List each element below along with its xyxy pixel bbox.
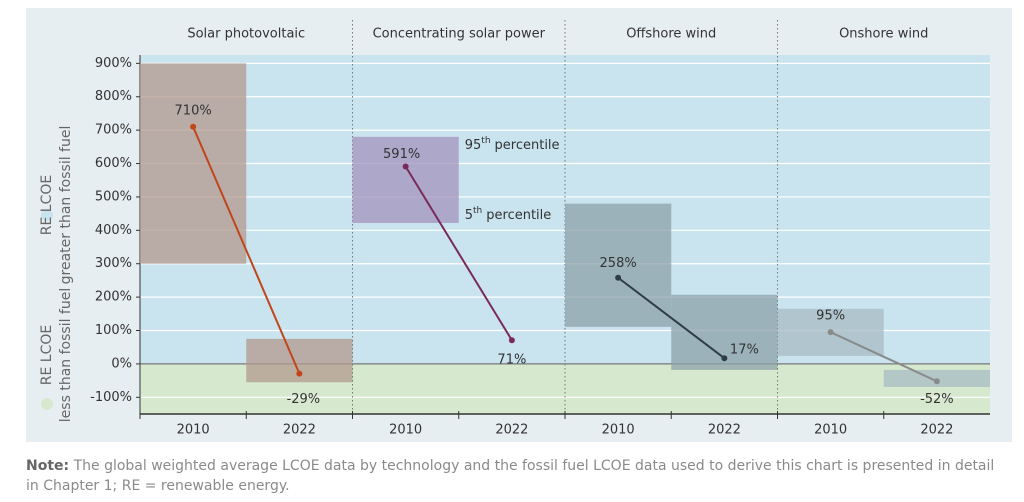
trend-line <box>617 276 725 360</box>
y-axis-label: less than fossil fuel <box>58 288 74 422</box>
x-tick-label: 2010 <box>602 423 635 438</box>
plot-area: 900% 800% 700% 600% 500% 400% 300% 200% 100% 0% -1… <box>39 20 990 438</box>
data-label: 710% <box>175 103 212 118</box>
data-label: 71% <box>497 353 526 368</box>
panel-title: Solar photovoltaic <box>187 27 305 42</box>
y-tick-label: 300% <box>95 256 132 271</box>
data-label: -29% <box>287 392 321 407</box>
panel-title: Onshore wind <box>839 27 928 42</box>
data-label: -52% <box>920 392 954 407</box>
trend-line <box>830 331 938 383</box>
x-tick-label: 2022 <box>495 423 528 438</box>
data-point <box>296 370 303 377</box>
data-point <box>190 123 197 130</box>
chart: 900% 800% 700% 600% 500% 400% 300% 200% 100% 0% -1… <box>26 8 1012 442</box>
percentile-range <box>565 203 672 327</box>
y-axis-label: RE LCOE <box>39 175 55 235</box>
y-axis-label: RE LCOE <box>39 325 55 385</box>
y-tick-label: 700% <box>95 123 132 138</box>
note-label: Note: <box>26 458 70 474</box>
trend-line <box>404 166 513 341</box>
percentile-number: 5 <box>465 207 473 222</box>
percentile-range <box>140 63 247 264</box>
x-tick-label: 2022 <box>283 423 316 438</box>
data-point <box>402 163 409 170</box>
y-tick-label: 0% <box>111 356 132 371</box>
data-label: 591% <box>383 147 420 162</box>
zone-marker <box>41 209 53 221</box>
panel-title: Concentrating solar power <box>373 27 546 42</box>
y-axis-label: greater than fossil fuel <box>58 126 74 285</box>
percentile-text: percentile <box>495 137 560 152</box>
y-tick-label: 400% <box>95 223 132 238</box>
x-tick-label: 2022 <box>708 423 741 438</box>
x-tick-label: 2022 <box>920 423 953 438</box>
data-label: 258% <box>600 256 637 271</box>
y-tick-label: 500% <box>95 189 132 204</box>
data-point <box>615 274 622 281</box>
data-label: 95% <box>816 309 845 324</box>
data-label: 17% <box>730 343 759 358</box>
percentile-label: 5th percentile <box>465 205 552 222</box>
percentile-suffix: th <box>473 205 482 215</box>
note-text: The global weighted average LCOE data by… <box>26 458 995 494</box>
data-point <box>933 378 940 385</box>
data-point <box>721 355 728 362</box>
percentile-number: 95 <box>465 137 482 152</box>
zone-marker <box>41 398 53 410</box>
percentile-label: 95th percentile <box>465 135 560 152</box>
panel-title: Offshore wind <box>626 27 716 42</box>
percentile-suffix: th <box>481 135 490 145</box>
y-tick-label: 200% <box>95 290 132 305</box>
x-tick-label: 2010 <box>389 423 422 438</box>
x-tick-label: 2010 <box>814 423 847 438</box>
data-point <box>827 329 834 336</box>
x-tick-label: 2010 <box>177 423 210 438</box>
y-tick-label: 600% <box>95 156 132 171</box>
percentile-range <box>352 136 459 223</box>
trend-line <box>192 126 301 374</box>
y-tick-label: 900% <box>95 56 132 71</box>
y-tick-label: -100% <box>90 390 132 405</box>
data-point <box>508 337 515 344</box>
y-tick-label: 800% <box>95 89 132 104</box>
y-tick-label: 100% <box>95 323 132 338</box>
percentile-text: percentile <box>486 207 551 222</box>
note: Note: The global weighted average LCOE d… <box>26 456 1006 496</box>
